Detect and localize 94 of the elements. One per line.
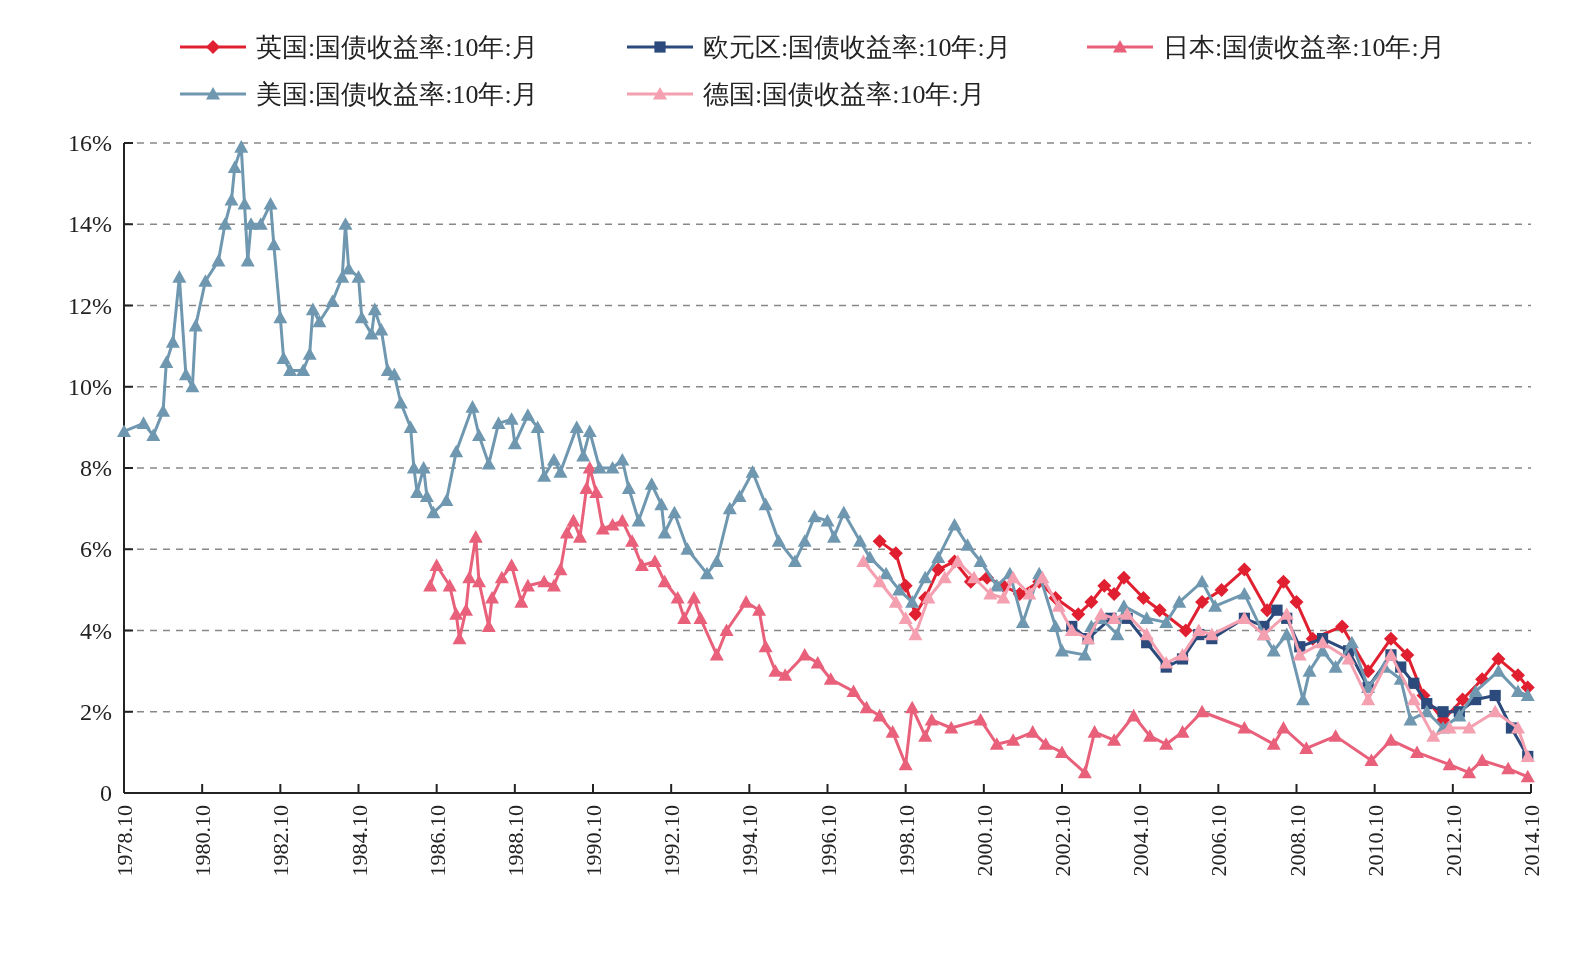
point <box>1510 721 1525 734</box>
y-tick-label: 4% <box>80 617 112 644</box>
legend-label: 美国:国债收益率:10年:月 <box>256 80 538 109</box>
point <box>1335 619 1350 634</box>
point <box>983 586 998 600</box>
point <box>1178 623 1193 638</box>
legend-label: 日本:国债收益率:10年:月 <box>1163 33 1445 62</box>
point <box>898 578 913 593</box>
x-tick-label: 1990.10 <box>581 805 606 877</box>
point <box>872 574 887 588</box>
x-tick-label: 1978.10 <box>112 805 137 877</box>
point <box>1120 607 1135 620</box>
y-tick-label: 2% <box>80 698 112 725</box>
x-tick-label: 2014.10 <box>1519 805 1544 877</box>
point <box>1237 562 1252 577</box>
y-tick-label: 8% <box>80 455 112 481</box>
y-tick-label: 14% <box>68 211 112 238</box>
point <box>908 627 923 641</box>
point <box>1271 604 1283 616</box>
point <box>1064 623 1079 637</box>
x-tick-label: 1984.10 <box>346 805 372 877</box>
point <box>1279 607 1294 620</box>
point <box>1406 692 1421 706</box>
legend-label: 欧元区:国债收益率:10年:月 <box>703 33 1011 62</box>
point <box>1462 721 1477 734</box>
legend-label: 德国:国债收益率:10年:月 <box>703 80 985 109</box>
x-tick-label: 1980.10 <box>190 805 216 877</box>
x-tick-label: 2004.10 <box>1128 805 1154 877</box>
y-tick-label: 6% <box>80 536 112 563</box>
point <box>1022 586 1037 600</box>
x-tick-label: 2010.10 <box>1362 805 1388 877</box>
x-tick-label: 2002.10 <box>1050 805 1075 877</box>
point <box>1442 721 1457 734</box>
legend-label: 英国:国债收益率:10年:月 <box>256 33 538 62</box>
point <box>937 570 952 584</box>
x-tick-label: 1988.10 <box>502 805 528 877</box>
y-tick-label: 10% <box>68 373 112 400</box>
point <box>1195 595 1210 610</box>
point <box>898 611 913 624</box>
y-tick-label: 0 <box>100 780 112 806</box>
point <box>1152 603 1167 618</box>
point <box>967 570 982 584</box>
x-tick-label: 1992.10 <box>659 805 685 877</box>
point <box>872 534 887 549</box>
point <box>1437 706 1449 718</box>
point <box>1107 586 1122 601</box>
point <box>1051 599 1066 612</box>
point <box>1006 570 1021 584</box>
point <box>1489 689 1501 702</box>
point <box>1094 607 1109 620</box>
point <box>1084 595 1099 610</box>
x-tick-label: 2012.10 <box>1440 805 1466 877</box>
point <box>1289 595 1304 610</box>
x-tick-label: 2000.10 <box>971 805 997 877</box>
point <box>1341 651 1356 665</box>
x-tick-label: 1996.10 <box>815 805 841 877</box>
point <box>1408 677 1420 689</box>
point <box>1107 611 1122 624</box>
point <box>1315 635 1330 649</box>
point <box>1204 627 1219 641</box>
point <box>1491 651 1506 666</box>
y-tick-label: 16% <box>68 130 112 156</box>
point <box>1455 692 1470 707</box>
point <box>1292 647 1307 661</box>
x-tick-label: 2008.10 <box>1284 805 1310 877</box>
point <box>1510 668 1525 683</box>
point <box>888 546 903 561</box>
point <box>1400 647 1415 662</box>
point <box>1071 607 1086 622</box>
x-tick-label: 1982.10 <box>268 805 294 877</box>
point <box>1097 578 1112 593</box>
y-tick-label: 12% <box>68 292 112 319</box>
point <box>1426 729 1441 742</box>
point <box>931 562 946 577</box>
point <box>1136 591 1151 605</box>
point <box>1383 631 1398 646</box>
point <box>888 595 903 608</box>
point <box>1361 692 1376 706</box>
point <box>1214 582 1229 597</box>
x-tick-label: 2006.10 <box>1206 805 1232 877</box>
point <box>1488 704 1503 718</box>
point <box>1175 647 1190 661</box>
point <box>856 554 871 568</box>
point <box>1116 570 1131 585</box>
point <box>1191 623 1206 637</box>
x-tick-label: 1986.10 <box>424 805 450 877</box>
x-tick-label: 1998.10 <box>893 805 919 877</box>
point <box>1035 570 1050 584</box>
point <box>908 607 923 622</box>
x-tick-label: 1994.10 <box>737 805 763 877</box>
point <box>1276 574 1291 589</box>
point <box>1139 627 1154 641</box>
point <box>1159 656 1174 669</box>
point <box>996 591 1011 604</box>
